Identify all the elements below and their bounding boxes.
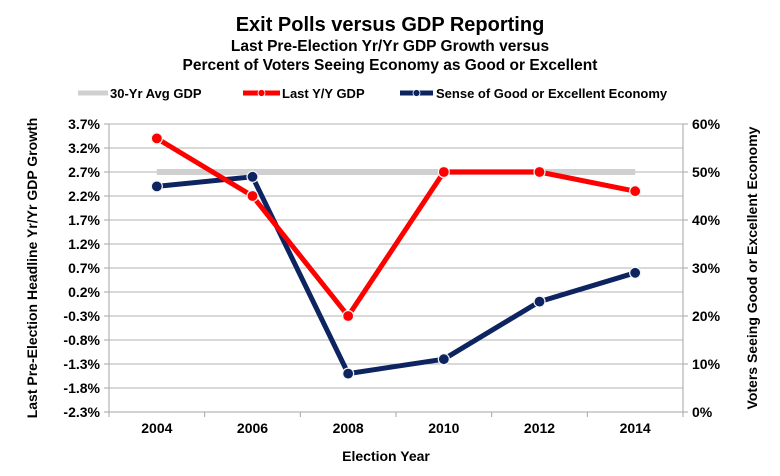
left-tick-label: -1.3% (63, 356, 100, 372)
data-point-sense-of-good-or-excellent-economy (342, 367, 355, 380)
chart-title: Exit Polls versus GDP Reporting (236, 14, 545, 36)
data-point-last-y-y-gdp (629, 185, 642, 198)
data-point-last-y-y-gdp (342, 309, 355, 323)
x-tick-label: 2014 (620, 420, 651, 436)
right-axis-title: Voters Seeing Good or Excellent Economy (744, 126, 760, 409)
legend-marker-sense-of-economy (412, 89, 421, 97)
left-tick-label: 0.7% (68, 260, 100, 276)
left-tick-label: 2.2% (68, 188, 100, 204)
x-tick-label: 2006 (237, 420, 268, 436)
legend-item-30yr-avg-gdp: 30-Yr Avg GDP (78, 86, 202, 101)
legend-marker-last-yy-gdp (257, 89, 266, 97)
left-axis-title: Last Pre-Election Headline Yr/Yr GDP Gro… (24, 118, 40, 419)
right-tick-label: 30% (692, 260, 721, 276)
data-point-sense-of-good-or-excellent-economy (246, 170, 259, 183)
right-tick-label: 50% (692, 164, 721, 180)
data-point-last-y-y-gdp (533, 165, 546, 179)
x-tick-label: 2012 (524, 420, 555, 436)
left-tick-label: 1.2% (68, 236, 100, 252)
data-point-sense-of-good-or-excellent-economy (437, 353, 450, 366)
left-axis-ticks: 3.7% 3.2% 2.7% 2.2% 1.7% 1.2% 0.7% 0.2% -0.3% -0.… (63, 116, 109, 420)
right-tick-label: 0% (692, 404, 713, 420)
left-tick-label: 3.2% (68, 140, 100, 156)
data-point-sense-of-good-or-excellent-economy (150, 180, 163, 193)
right-tick-label: 40% (692, 212, 721, 228)
left-tick-label: -0.3% (63, 308, 100, 324)
legend-item-sense-of-economy: Sense of Good or Excellent Economy (400, 86, 668, 101)
data-point-sense-of-good-or-excellent-economy (629, 266, 642, 279)
left-tick-label: 2.7% (68, 164, 100, 180)
chart-subtitle-line-1: Last Pre-Election Yr/Yr GDP Growth versu… (231, 38, 549, 55)
data-point-last-y-y-gdp (246, 189, 259, 203)
legend-label-30yr-avg-gdp: 30-Yr Avg GDP (110, 86, 202, 101)
left-tick-label: -0.8% (63, 332, 100, 348)
right-tick-label: 20% (692, 308, 721, 324)
x-tick-label: 2010 (428, 420, 459, 436)
left-tick-label: 0.2% (68, 284, 100, 300)
left-tick-label: 1.7% (68, 212, 100, 228)
x-tick-label: 2004 (141, 420, 172, 436)
legend-label-sense-of-economy: Sense of Good or Excellent Economy (436, 86, 668, 101)
data-point-last-y-y-gdp (437, 165, 450, 179)
series-layer (150, 132, 642, 380)
legend: 30-Yr Avg GDP Last Y/Y GDP Sense of Good… (78, 86, 668, 101)
legend-label-last-yy-gdp: Last Y/Y GDP (282, 86, 365, 101)
x-axis-title: Election Year (342, 448, 430, 464)
x-tick-label: 2008 (333, 420, 364, 436)
series-line-sense-of-good-or-excellent-economy (156, 174, 636, 377)
left-tick-label: 3.7% (68, 116, 100, 132)
data-point-sense-of-good-or-excellent-economy (533, 295, 546, 308)
right-tick-label: 60% (692, 116, 721, 132)
x-axis-ticks: 2004 2006 2008 2010 2012 2014 (108, 412, 684, 436)
series-line-last-y-y-gdp (155, 136, 636, 319)
chart-subtitle-line-2: Percent of Voters Seeing Economy as Good… (183, 57, 598, 74)
data-point-last-y-y-gdp (150, 132, 163, 145)
right-tick-label: 10% (692, 356, 721, 372)
left-tick-label: -2.3% (63, 404, 100, 420)
legend-item-last-yy-gdp: Last Y/Y GDP (243, 86, 365, 101)
right-axis-ticks: 60% 50% 40% 30% 20% 10% 0% (683, 116, 721, 420)
left-tick-label: -1.8% (63, 380, 100, 396)
